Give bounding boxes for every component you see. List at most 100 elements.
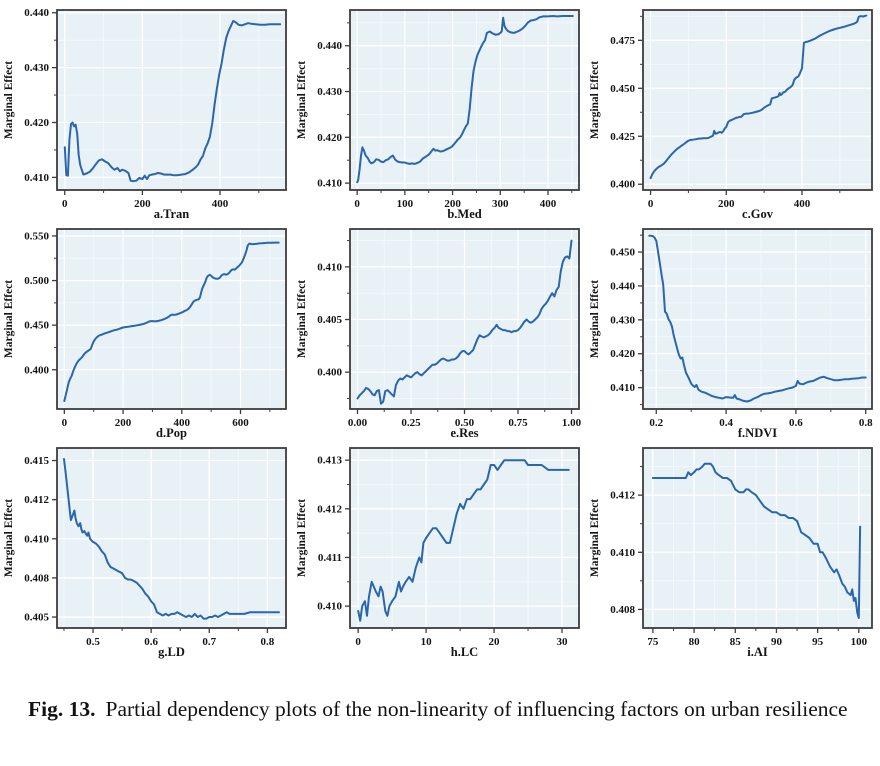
y-tick-label: 0.410 xyxy=(610,547,635,559)
y-tick-label: 0.412 xyxy=(317,503,342,515)
figure-caption: Fig. 13. Partial dependency plots of the … xyxy=(28,693,870,726)
chart-b.Med: 0 100 200 300 400 0.410 0.420 0.430 0.440 Margina… xyxy=(296,9,580,221)
subplot-title: b.Med xyxy=(447,207,481,221)
subplot-f.NDVI: 0.2 0.4 0.6 0.8 0.410 0.420 0.430 0.440 0.450 Mar… xyxy=(586,221,879,440)
x-tick-label: 100 xyxy=(851,636,868,648)
x-tick-label: 0.5 xyxy=(86,636,100,648)
series-line xyxy=(356,15,574,184)
x-tick-label: 0.7 xyxy=(202,636,216,648)
y-tick-label: 0.450 xyxy=(610,83,635,95)
x-tick-label: 0.00 xyxy=(348,417,368,429)
series-line xyxy=(63,458,280,620)
pdp-grid: 0 200 400 0.410 0.420 0.430 0.440 Marginal Effe… xyxy=(0,2,879,659)
series-line xyxy=(651,462,862,619)
y-tick-label: 0.413 xyxy=(317,455,342,467)
x-tick-label: 90 xyxy=(771,636,783,648)
chart-a.Tran: 0 200 400 0.410 0.420 0.430 0.440 Marginal Effe… xyxy=(3,7,287,221)
x-tick-label: 20 xyxy=(489,636,501,648)
x-tick-label: 100 xyxy=(397,198,414,210)
subplot-title: a.Tran xyxy=(154,207,190,221)
y-axis-label: Marginal Effect xyxy=(589,280,601,358)
y-tick-label: 0.410 xyxy=(610,382,635,394)
x-tick-label: 1.00 xyxy=(562,417,582,429)
x-tick-label: 0 xyxy=(354,198,360,210)
y-axis-label: Marginal Effect xyxy=(3,280,15,358)
plot-area xyxy=(57,448,286,628)
y-tick-label: 0.410 xyxy=(317,261,342,273)
subplot-title: f.NDVI xyxy=(738,426,777,440)
plot-border xyxy=(349,9,580,191)
y-tick-label: 0.410 xyxy=(317,178,342,190)
subplot-title: c.Gov xyxy=(742,207,774,221)
subplot-d.Pop: 0 200 400 600 0.400 0.450 0.500 0.550 Marginal E… xyxy=(0,221,293,440)
x-tick-label: 0 xyxy=(648,198,654,210)
plot-area xyxy=(350,448,579,628)
subplot-title: h.LC xyxy=(451,645,478,659)
x-tick-label: 400 xyxy=(174,417,191,429)
chart-g.LD: 0.5 0.6 0.7 0.8 0.405 0.408 0.410 0.412 0.415 Mar… xyxy=(3,447,287,659)
x-tick-label: 10 xyxy=(421,636,433,648)
plot-border xyxy=(349,447,580,629)
x-tick-label: 400 xyxy=(540,198,557,210)
y-tick-label: 0.410 xyxy=(24,172,49,184)
subplot-h.LC: 0 10 20 30 0.410 0.411 0.412 0.413 Marginal Effe… xyxy=(293,440,586,659)
y-tick-label: 0.425 xyxy=(610,131,635,143)
series-line xyxy=(356,239,573,405)
chart-d.Pop: 0 200 400 600 0.400 0.450 0.500 0.550 Marginal E… xyxy=(3,228,287,440)
x-tick-label: 0.4 xyxy=(719,417,733,429)
plot-area xyxy=(57,10,286,190)
subplot-i.AI: 75 80 85 90 95 100 0.408 0.410 0.412 Marginal Eff… xyxy=(586,440,879,659)
x-tick-label: 0 xyxy=(355,636,361,648)
plot-border xyxy=(642,228,873,410)
x-tick-label: 30 xyxy=(557,636,569,648)
plot-border xyxy=(56,228,287,410)
y-tick-label: 0.430 xyxy=(24,62,49,74)
y-tick-label: 0.420 xyxy=(610,348,635,360)
y-tick-label: 0.450 xyxy=(24,320,49,332)
y-axis-label: Marginal Effect xyxy=(3,499,15,577)
chart-f.NDVI: 0.2 0.4 0.6 0.8 0.410 0.420 0.430 0.440 0.450 Mar… xyxy=(589,228,873,440)
y-axis-label: Marginal Effect xyxy=(296,499,308,577)
y-tick-label: 0.400 xyxy=(24,364,49,376)
y-tick-label: 0.440 xyxy=(610,280,635,292)
y-axis-label: Marginal Effect xyxy=(589,61,601,139)
y-tick-label: 0.410 xyxy=(24,533,49,545)
x-tick-label: 80 xyxy=(689,636,701,648)
plot-border xyxy=(56,9,287,191)
y-tick-label: 0.405 xyxy=(24,612,49,624)
plot-border xyxy=(642,9,873,191)
y-tick-label: 0.408 xyxy=(610,604,635,616)
plot-area xyxy=(350,10,579,190)
plot-area xyxy=(643,229,872,409)
y-tick-label: 0.408 xyxy=(24,572,49,584)
y-tick-label: 0.411 xyxy=(318,552,342,564)
y-axis-label: Marginal Effect xyxy=(296,280,308,358)
series-line xyxy=(357,459,570,622)
y-tick-label: 0.430 xyxy=(317,86,342,98)
x-tick-label: 0.50 xyxy=(455,417,475,429)
x-tick-label: 400 xyxy=(212,198,229,210)
y-tick-label: 0.420 xyxy=(317,132,342,144)
x-tick-label: 75 xyxy=(647,636,659,648)
plot-border xyxy=(642,447,873,629)
x-tick-label: 200 xyxy=(115,417,132,429)
series-line xyxy=(63,20,282,183)
subplot-b.Med: 0 100 200 300 400 0.410 0.420 0.430 0.440 Margina… xyxy=(293,2,586,221)
y-tick-label: 0.410 xyxy=(317,601,342,613)
chart-h.LC: 0 10 20 30 0.410 0.411 0.412 0.413 Marginal Effe… xyxy=(296,447,580,659)
x-tick-label: 95 xyxy=(812,636,824,648)
x-tick-label: 0 xyxy=(62,417,68,429)
subplot-e.Res: 0.00 0.25 0.50 0.75 1.00 0.400 0.405 0.410 Margi… xyxy=(293,221,586,440)
y-tick-label: 0.415 xyxy=(24,455,49,467)
plot-area xyxy=(643,448,872,628)
y-tick-label: 0.440 xyxy=(24,7,49,19)
y-tick-label: 0.430 xyxy=(610,314,635,326)
x-tick-label: 0.25 xyxy=(401,417,421,429)
y-tick-label: 0.400 xyxy=(317,367,342,379)
x-tick-label: 0.75 xyxy=(508,417,528,429)
y-tick-label: 0.475 xyxy=(610,35,635,47)
x-tick-label: 200 xyxy=(718,198,735,210)
chart-c.Gov: 0 200 400 0.400 0.425 0.450 0.475 Marginal Effe… xyxy=(589,9,873,221)
subplot-g.LD: 0.5 0.6 0.7 0.8 0.405 0.408 0.410 0.412 0.415 Mar… xyxy=(0,440,293,659)
y-tick-label: 0.550 xyxy=(24,230,49,242)
